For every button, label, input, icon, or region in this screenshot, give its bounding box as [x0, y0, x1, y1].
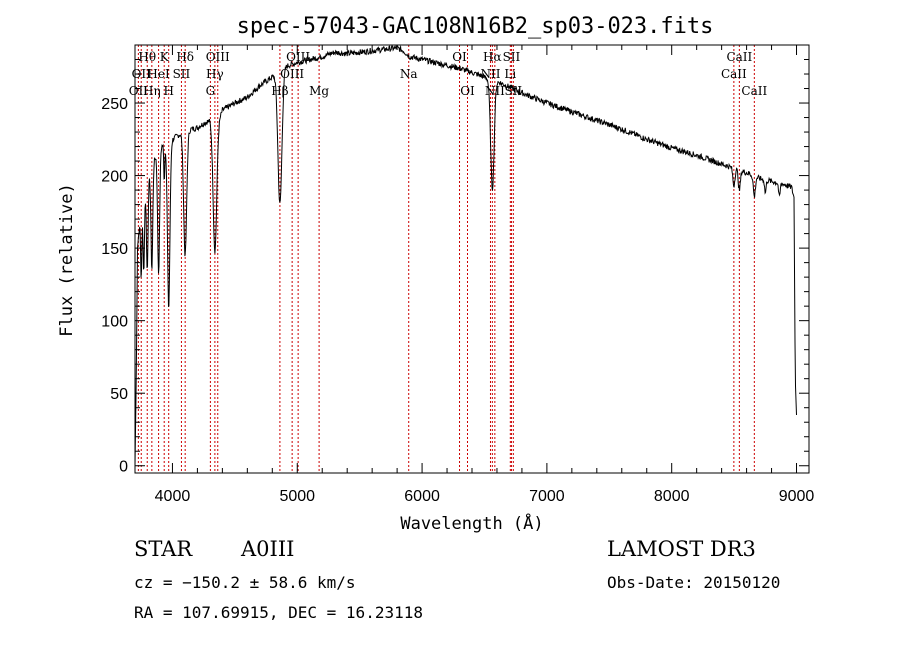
line-marker-label: Na	[400, 67, 418, 81]
line-marker-label: Hβ	[271, 84, 288, 98]
line-markers	[137, 45, 755, 473]
line-marker-label: Mg	[309, 84, 329, 98]
survey-name: LAMOST DR3	[607, 537, 756, 561]
line-marker-label: Hη	[143, 84, 161, 98]
x-axis-ticks: 4000 5000 6000 7000 8000 9000	[155, 45, 815, 505]
line-marker-label: OII	[132, 67, 152, 81]
line-marker-label: SII	[503, 50, 521, 64]
coordinates: RA = 107.69915, DEC = 16.23118	[134, 603, 423, 622]
spectrum-line	[134, 44, 797, 466]
line-marker-label: OIII	[206, 50, 230, 64]
line-marker-label: Hα	[483, 50, 502, 64]
y-tick-label: 150	[101, 241, 128, 258]
x-axis-label: Wavelength (Å)	[400, 512, 543, 534]
line-marker-label: CaII	[741, 84, 767, 98]
x-tick-label: 8000	[654, 488, 690, 505]
line-marker-label: CaII	[726, 50, 752, 64]
y-tick-label: 200	[101, 169, 128, 186]
obs-date: Obs-Date: 20150120	[607, 573, 781, 592]
x-tick-label: 7000	[529, 488, 565, 505]
x-tick-label: 9000	[779, 488, 815, 505]
line-marker-label: H	[163, 84, 173, 98]
line-marker-label: CaII	[721, 67, 747, 81]
y-axis-label: Flux (relative)	[57, 183, 77, 337]
line-marker-label: Li	[504, 67, 516, 81]
line-marker-label: G	[206, 84, 216, 98]
object-class: STAR	[134, 537, 193, 561]
x-tick-label: 5000	[279, 488, 315, 505]
line-marker-label: Hγ	[206, 67, 224, 81]
line-marker-label: HeI	[147, 67, 170, 81]
line-marker-labels: OIIOIIHθHηHeIKHSIIHδGHγOIIIHβOIIIOIIIMgN…	[129, 50, 768, 98]
chart-title: spec-57043-GAC108N16B2_sp03-023.fits	[237, 14, 714, 39]
line-marker-label: OI	[460, 84, 475, 98]
line-marker-label: OIII	[280, 67, 304, 81]
y-tick-label: 0	[119, 459, 128, 476]
x-tick-label: 4000	[155, 488, 191, 505]
line-marker-label: NII	[485, 84, 505, 98]
line-marker-label: Hδ	[176, 50, 194, 64]
line-marker-label: OI	[452, 50, 467, 64]
line-marker-label: K	[160, 50, 170, 64]
redshift-text: cz = −150.2 ± 58.6 km/s	[134, 573, 356, 592]
line-marker-label: SII	[173, 67, 191, 81]
plot-frame	[134, 44, 810, 474]
x-tick-label: 6000	[404, 488, 440, 505]
line-marker-label: OII	[129, 84, 149, 98]
y-tick-label: 50	[110, 386, 128, 403]
y-tick-label: 100	[101, 314, 128, 331]
object-subclass: A0III	[241, 537, 295, 561]
y-tick-label: 250	[101, 96, 128, 113]
y-axis-ticks: 0 50 100 150 200 250	[101, 59, 809, 476]
line-marker-label: Hθ	[138, 50, 156, 64]
